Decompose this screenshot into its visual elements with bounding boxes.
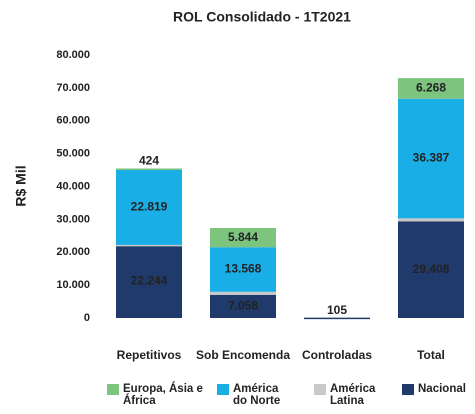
data-label: 29.408: [413, 262, 450, 276]
y-tick-label: 20.000: [56, 246, 90, 258]
x-tick-label: Controladas: [302, 348, 372, 362]
legend-item: América Latina: [314, 383, 385, 407]
y-tick-label: 0: [84, 312, 90, 324]
bar-segment: [116, 244, 182, 247]
y-tick-label: 70.000: [56, 82, 90, 94]
data-label: 6.268: [416, 81, 446, 95]
bar-segment: [398, 78, 464, 99]
bar-segment: [210, 294, 276, 318]
bar-segment: [304, 317, 370, 320]
legend-swatch: [314, 384, 326, 395]
data-label: 13.568: [225, 262, 262, 276]
legend-label: América do Norte: [233, 383, 281, 407]
legend-swatch: [217, 384, 229, 395]
y-tick-label: 60.000: [56, 115, 90, 127]
data-label: 36.387: [413, 151, 450, 165]
legend-label: Nacional: [418, 383, 466, 395]
data-label: 105: [327, 303, 347, 317]
bar-segment: [116, 244, 182, 318]
legend-swatch: [402, 384, 414, 395]
chart-title: ROL Consolidado - 1T2021: [173, 9, 351, 25]
y-tick-label: 80.000: [56, 49, 90, 61]
bar-segment: [398, 218, 464, 222]
legend-swatch: [107, 384, 119, 395]
legend-label: América Latina: [330, 383, 376, 407]
bar-segment: [210, 291, 276, 295]
y-tick-label: 30.000: [56, 213, 90, 225]
data-label: 22.244: [131, 274, 168, 288]
legend-label: Europa, Ásia e África: [123, 383, 203, 407]
bar-segment: [398, 98, 464, 219]
bar-segment: [398, 221, 464, 318]
data-label: 7.058: [228, 299, 258, 313]
data-label: 22.819: [131, 200, 168, 214]
chart: ROL Consolidado - 1T2021 R$ Mil 0 10.000 2…: [13, 9, 464, 362]
x-tick-label: Sob Encomenda: [196, 348, 290, 362]
y-tick-label: 50.000: [56, 148, 90, 160]
legend: Europa, Ásia e África América do Norte Amé…: [0, 383, 475, 414]
bar-segment: [116, 169, 182, 245]
y-axis-label: R$ Mil: [13, 165, 29, 206]
bar-segment: [210, 247, 276, 292]
legend-item: América do Norte: [217, 383, 293, 407]
legend-item: Europa, Ásia e África: [107, 383, 203, 407]
legend-item: Nacional: [402, 383, 475, 395]
bar-segment: [116, 168, 182, 170]
bar-segment: [210, 228, 276, 248]
x-tick-label: Total: [417, 348, 445, 362]
data-label: 5.844: [228, 230, 258, 244]
y-tick-label: 40.000: [56, 180, 90, 192]
data-label: 424: [139, 154, 159, 168]
y-tick-label: 10.000: [56, 279, 90, 291]
x-tick-label: Repetitivos: [117, 348, 182, 362]
